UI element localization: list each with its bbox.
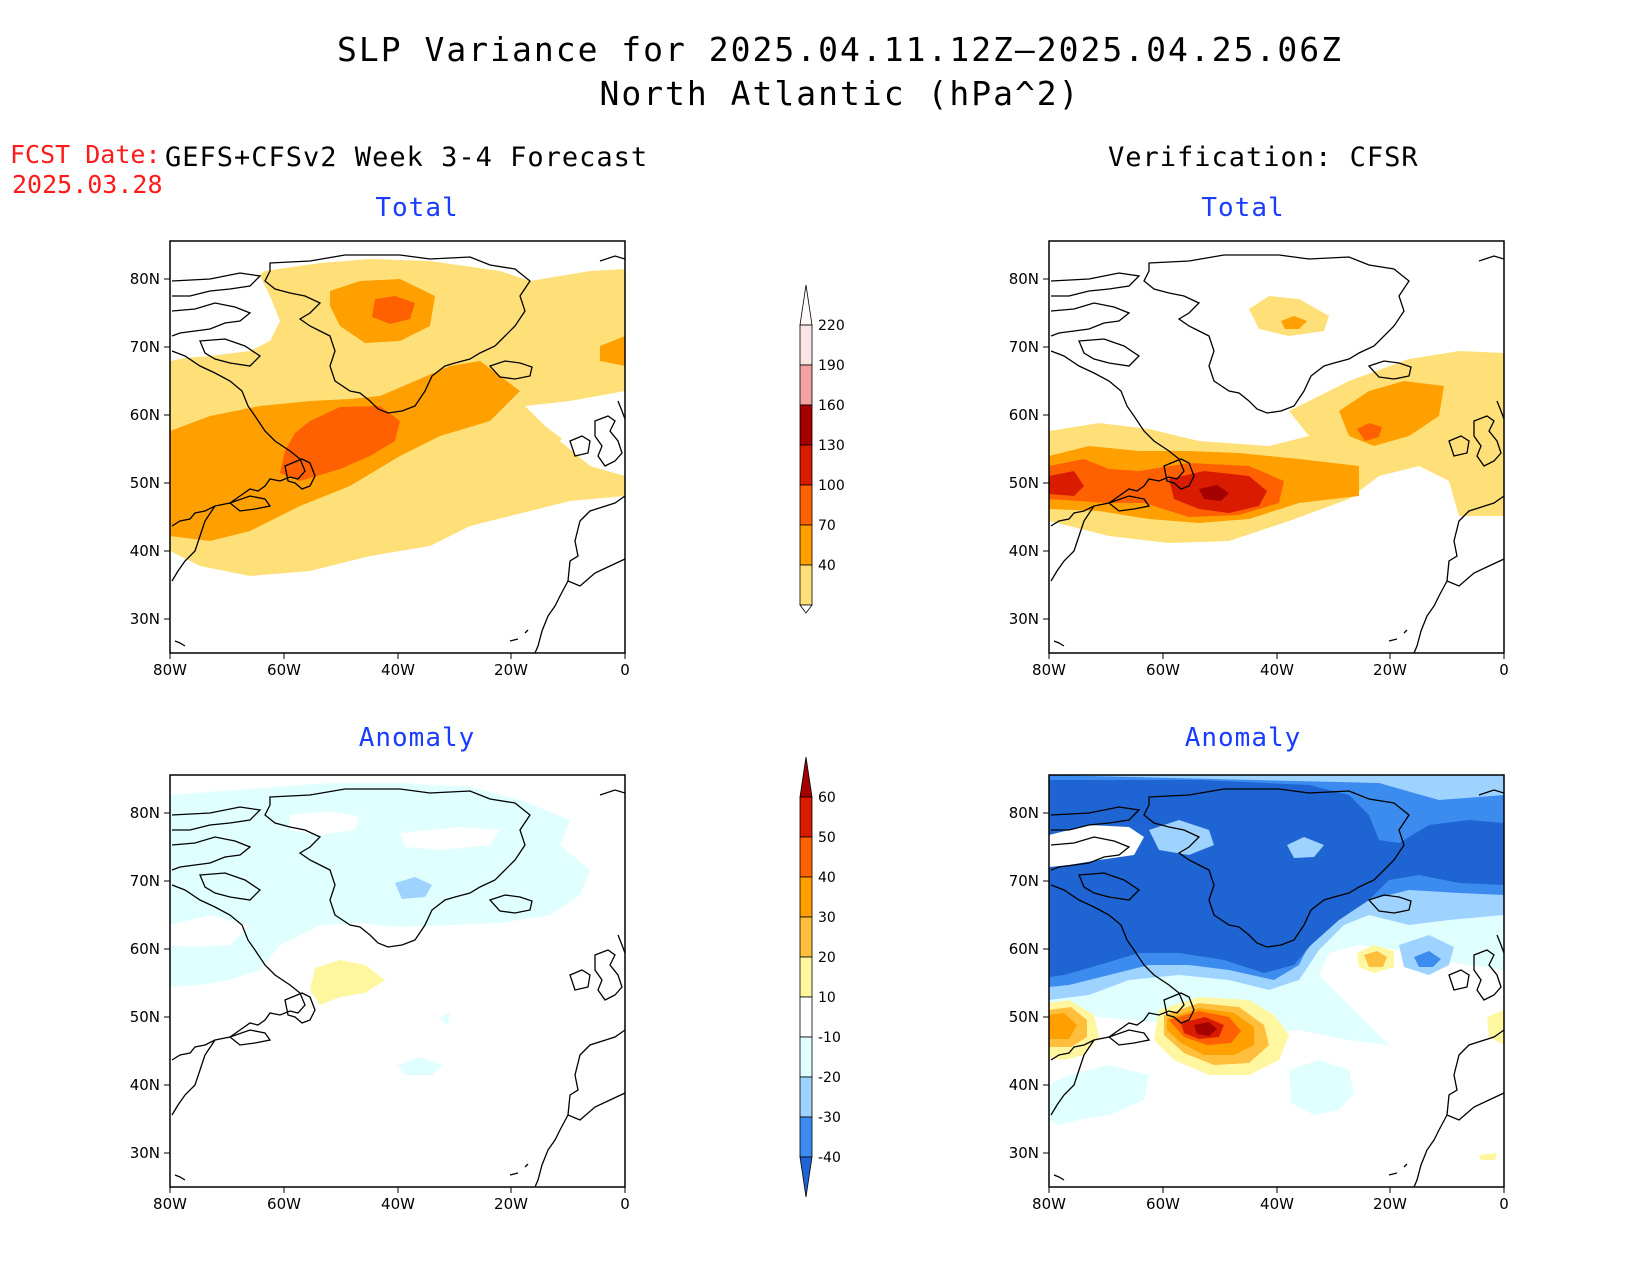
colorbar-label: 40 bbox=[818, 558, 836, 574]
colorbar-top-arrow bbox=[799, 757, 813, 798]
colorbar-label: -20 bbox=[818, 1070, 841, 1086]
lon-label: 0 bbox=[620, 1195, 630, 1213]
lat-label: 40N bbox=[130, 1076, 160, 1094]
lat-label: 80N bbox=[130, 804, 160, 822]
lat-label: 60N bbox=[130, 406, 160, 424]
verification-anomaly-map: 80N 70N 60N 50N 40N 30N 80W 60W 40W 20W … bbox=[1009, 774, 1509, 1213]
colorbar-label: 190 bbox=[818, 358, 845, 374]
lon-label: 60W bbox=[1146, 1195, 1180, 1213]
lon-label: 80W bbox=[1032, 1195, 1066, 1213]
colorbar-swatch bbox=[799, 916, 813, 958]
colorbar-swatch bbox=[799, 836, 813, 878]
colorbar-label: -10 bbox=[818, 1030, 841, 1046]
colorbar-label: 50 bbox=[818, 830, 836, 846]
colorbar-swatch bbox=[799, 404, 813, 446]
lat-label: 60N bbox=[1009, 940, 1039, 958]
colorbar-swatch bbox=[799, 796, 813, 838]
colorbar-label: 160 bbox=[818, 398, 845, 414]
lat-label: 70N bbox=[130, 338, 160, 356]
lat-label: 50N bbox=[130, 474, 160, 492]
colorbar-label: 130 bbox=[818, 438, 845, 454]
colorbar-label: 220 bbox=[818, 318, 845, 334]
lat-label: 40N bbox=[1009, 542, 1039, 560]
lon-label: 0 bbox=[1499, 661, 1509, 679]
colorbar-swatch bbox=[799, 1116, 813, 1158]
lat-label: 70N bbox=[1009, 872, 1039, 890]
lat-label: 30N bbox=[130, 1144, 160, 1162]
lat-label: 30N bbox=[1009, 1144, 1039, 1162]
lon-label: 60W bbox=[1146, 661, 1180, 679]
colorbar-swatch bbox=[799, 364, 813, 406]
colorbar-label: 20 bbox=[818, 950, 836, 966]
lon-label: 20W bbox=[1373, 1195, 1407, 1213]
fcst-date-value: 2025.03.28 bbox=[12, 170, 163, 199]
lat-label: 80N bbox=[1009, 804, 1039, 822]
total-colorbar: 220 190 160 130 100 70 40 bbox=[799, 285, 845, 614]
verification-total-map: 80N 70N 60N 50N 40N 30N 80W 60W 40W 20W … bbox=[1009, 240, 1509, 679]
forecast-column-title: GEFS+CFSv2 Week 3-4 Forecast bbox=[165, 142, 649, 173]
colorbar-label: 70 bbox=[818, 518, 836, 534]
lat-label: 60N bbox=[130, 940, 160, 958]
lon-label: 20W bbox=[494, 1195, 528, 1213]
colorbar-swatch bbox=[799, 996, 813, 1038]
lat-label: 40N bbox=[130, 542, 160, 560]
colorbar-swatch bbox=[799, 956, 813, 998]
lon-label: 40W bbox=[381, 661, 415, 679]
lat-label: 50N bbox=[130, 1008, 160, 1026]
lon-label: 20W bbox=[1373, 661, 1407, 679]
lat-label: 40N bbox=[1009, 1076, 1039, 1094]
colorbar-label: -40 bbox=[818, 1150, 841, 1166]
lon-label: 40W bbox=[381, 1195, 415, 1213]
forecast-total-title: Total bbox=[375, 193, 459, 223]
lat-label: 60N bbox=[1009, 406, 1039, 424]
forecast-total-map: 80N 70N 60N 50N 40N 30N 80W 60W 40W 20W … bbox=[130, 240, 630, 679]
lat-label: 80N bbox=[130, 270, 160, 288]
colorbar-swatch bbox=[799, 444, 813, 486]
colorbar-label: -30 bbox=[818, 1110, 841, 1126]
lon-label: 0 bbox=[1499, 1195, 1509, 1213]
colorbar-swatch bbox=[799, 524, 813, 566]
lon-label: 80W bbox=[153, 1195, 187, 1213]
colorbar-label: 30 bbox=[818, 910, 836, 926]
lat-label: 50N bbox=[1009, 1008, 1039, 1026]
lat-label: 70N bbox=[130, 872, 160, 890]
colorbar-swatch bbox=[799, 876, 813, 918]
colorbar-swatch bbox=[799, 564, 813, 606]
lat-label: 30N bbox=[130, 610, 160, 628]
forecast-anomaly-title: Anomaly bbox=[358, 723, 476, 753]
lon-label: 40W bbox=[1260, 661, 1294, 679]
colorbar-label: 40 bbox=[818, 870, 836, 886]
anomaly-colorbar: 60 50 40 30 20 10 -10 -20 -30 -40 bbox=[799, 757, 841, 1198]
verification-column-title: Verification: CFSR bbox=[1108, 142, 1419, 173]
lon-label: 40W bbox=[1260, 1195, 1294, 1213]
colorbar-swatch bbox=[799, 1036, 813, 1078]
lon-label: 60W bbox=[267, 1195, 301, 1213]
lon-label: 20W bbox=[494, 661, 528, 679]
lon-label: 80W bbox=[1032, 661, 1066, 679]
colorbar-swatch bbox=[799, 484, 813, 526]
colorbar-label: 100 bbox=[818, 478, 845, 494]
verification-anomaly-title: Anomaly bbox=[1184, 723, 1302, 753]
lon-label: 60W bbox=[267, 661, 301, 679]
colorbar-swatch bbox=[799, 1076, 813, 1118]
lat-label: 70N bbox=[1009, 338, 1039, 356]
colorbar-bottom-arrow bbox=[799, 604, 813, 614]
lon-label: 80W bbox=[153, 661, 187, 679]
lon-label: 0 bbox=[620, 661, 630, 679]
colorbar-label: 60 bbox=[818, 790, 836, 806]
colorbar-label: 10 bbox=[818, 990, 836, 1006]
colorbar-bottom-arrow bbox=[799, 1156, 813, 1198]
lat-label: 50N bbox=[1009, 474, 1039, 492]
main-subtitle: North Atlantic (hPa^2) bbox=[599, 74, 1081, 113]
lat-label: 80N bbox=[1009, 270, 1039, 288]
verification-total-title: Total bbox=[1201, 193, 1285, 223]
lat-label: 30N bbox=[1009, 610, 1039, 628]
forecast-anomaly-map: 80N 70N 60N 50N 40N 30N 80W 60W 40W 20W … bbox=[130, 774, 630, 1213]
fcst-date-label: FCST Date: bbox=[10, 140, 161, 169]
colorbar-top-arrow bbox=[799, 285, 813, 326]
main-title: SLP Variance for 2025.04.11.12Z–2025.04.… bbox=[337, 30, 1343, 69]
colorbar-swatch bbox=[799, 324, 813, 366]
